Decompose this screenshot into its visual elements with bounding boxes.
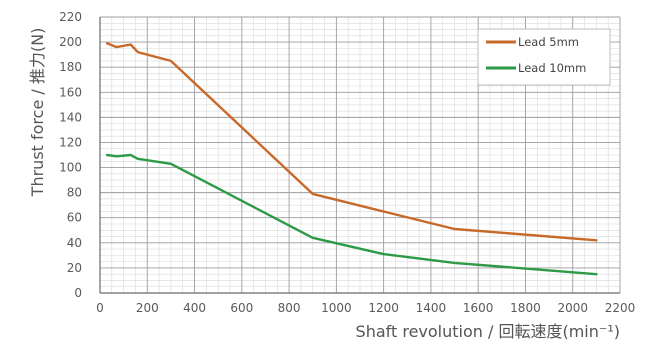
y-tick-label: 60	[67, 211, 82, 225]
axes	[99, 17, 620, 294]
legend-box	[477, 28, 611, 86]
x-tick-label: 800	[278, 301, 301, 315]
y-tick-label: 220	[59, 10, 82, 24]
x-tick-label: 400	[183, 301, 206, 315]
y-tick-labels: 0 20 40 60 80 100 120 140 160 180 200 220	[59, 10, 82, 300]
y-tick-label: 180	[59, 60, 82, 74]
legend: Lead 5mm Lead 10mm	[477, 28, 611, 86]
y-tick-label: 120	[59, 135, 82, 149]
y-tick-label: 160	[59, 85, 82, 99]
x-tick-labels: 0 200 400 600 800 1000 1200 1400 1600 1800 2000 220…	[96, 301, 635, 315]
x-tick-label: 200	[136, 301, 159, 315]
x-tick-label: 1200	[368, 301, 399, 315]
legend-label-lead-5mm: Lead 5mm	[518, 35, 579, 49]
x-tick-label: 2000	[557, 301, 588, 315]
y-tick-label: 80	[67, 186, 82, 200]
x-tick-label: 2200	[605, 301, 636, 315]
x-tick-label: 0	[96, 301, 104, 315]
x-axis-title: Shaft revolution / 回転速度(min⁻¹)	[356, 322, 620, 341]
series-layer	[105, 42, 598, 276]
x-tick-label: 1000	[321, 301, 352, 315]
series-line-lead-5mm	[105, 42, 598, 242]
legend-label-lead-10mm: Lead 10mm	[518, 61, 586, 75]
y-tick-label: 200	[59, 35, 82, 49]
x-tick-label: 1600	[463, 301, 494, 315]
y-tick-label: 40	[67, 236, 82, 250]
y-tick-label: 100	[59, 161, 82, 175]
y-axis-title: Thrust force / 推力(N)	[28, 28, 47, 198]
series-line-lead-10mm	[105, 153, 598, 276]
x-tick-label: 1800	[510, 301, 541, 315]
y-tick-label: 140	[59, 110, 82, 124]
x-tick-label: 600	[230, 301, 253, 315]
x-tick-label: 1400	[416, 301, 447, 315]
y-tick-label: 0	[74, 286, 82, 300]
y-tick-label: 20	[67, 261, 82, 275]
minor-grid	[100, 17, 620, 293]
